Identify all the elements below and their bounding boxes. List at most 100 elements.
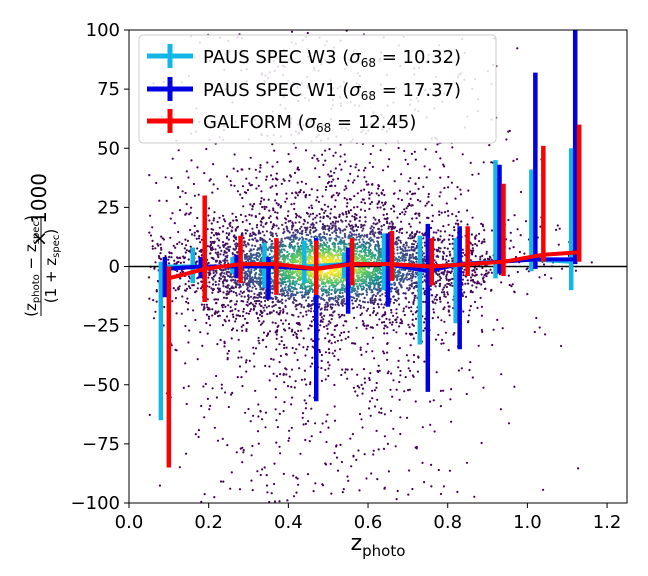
scatter-point: [237, 338, 240, 341]
scatter-point: [317, 159, 320, 162]
scatter-point: [375, 381, 378, 385]
scatter-point: [447, 259, 450, 263]
scatter-point: [384, 202, 387, 206]
scatter-point: [326, 308, 329, 311]
scatter-point: [362, 322, 365, 325]
scatter-point: [184, 191, 187, 195]
scatter-point: [197, 193, 200, 196]
scatter-point: [360, 226, 363, 229]
scatter-point: [293, 236, 296, 239]
scatter-point: [243, 278, 247, 282]
scatter-point: [349, 172, 352, 175]
scatter-point: [443, 320, 446, 323]
scatter-point: [340, 286, 343, 289]
scatter-point: [423, 279, 426, 282]
scatter-point: [244, 215, 247, 218]
scatter-point: [448, 234, 451, 237]
scatter-point: [311, 156, 314, 160]
scatter-point: [355, 163, 358, 166]
scatter-point: [374, 288, 378, 291]
scatter-point: [443, 295, 446, 298]
scatter-point: [195, 237, 198, 240]
scatter-point: [356, 373, 359, 376]
scatter-point: [398, 189, 401, 192]
scatter-point: [287, 297, 290, 300]
scatter-point: [359, 216, 362, 219]
scatter-point: [393, 180, 396, 183]
scatter-point: [186, 239, 189, 242]
scatter-point: [480, 305, 483, 308]
scatter-point: [359, 234, 362, 237]
scatter-point: [366, 301, 370, 304]
scatter-point: [407, 246, 410, 249]
scatter-point: [483, 238, 486, 241]
scatter-point: [467, 189, 470, 192]
scatter-point: [233, 153, 236, 156]
scatter-point: [355, 213, 358, 217]
scatter-point: [412, 257, 415, 260]
scatter-point: [298, 232, 302, 235]
scatter-point: [399, 318, 402, 321]
scatter-point: [512, 159, 515, 162]
scatter-point: [279, 281, 282, 284]
scatter-point: [373, 301, 376, 304]
scatter-point: [235, 294, 238, 297]
scatter-point: [205, 303, 208, 306]
scatter-point: [414, 182, 417, 186]
scatter-point: [294, 196, 297, 199]
scatter-point: [212, 271, 215, 274]
scatter-point: [151, 226, 154, 229]
scatter-point: [279, 273, 282, 276]
scatter-point: [451, 277, 454, 280]
scatter-point: [478, 282, 481, 285]
scatter-point: [298, 221, 301, 224]
scatter-point: [445, 202, 448, 205]
scatter-point: [330, 180, 333, 183]
scatter-point: [441, 288, 444, 291]
scatter-point: [365, 350, 368, 353]
scatter-point: [462, 271, 465, 274]
scatter-point: [272, 309, 275, 312]
scatter-point: [355, 458, 358, 461]
scatter-point: [365, 288, 368, 291]
scatter-point: [332, 178, 335, 181]
scatter-point: [170, 177, 173, 180]
scatter-point: [380, 303, 383, 306]
scatter-point: [371, 299, 374, 302]
scatter-point: [351, 228, 354, 231]
scatter-point: [330, 227, 333, 230]
scatter-point: [414, 271, 417, 274]
scatter-point: [295, 491, 298, 494]
scatter-point: [333, 383, 336, 387]
scatter-point: [306, 304, 309, 308]
scatter-point: [174, 246, 177, 249]
scatter-point: [286, 291, 289, 294]
scatter-point: [459, 188, 462, 191]
scatter-point: [299, 311, 302, 314]
scatter-point: [432, 399, 435, 402]
scatter-point: [386, 332, 389, 335]
scatter-point: [197, 435, 200, 439]
scatter-point: [281, 273, 284, 276]
scatter-point: [262, 225, 265, 228]
scatter-point: [280, 319, 283, 322]
scatter-point: [389, 409, 393, 412]
scatter-point: [343, 197, 346, 200]
scatter-point: [429, 400, 432, 403]
scatter-point: [398, 231, 401, 234]
scatter-point: [259, 309, 262, 312]
scatter-point: [461, 153, 464, 156]
scatter-point: [259, 238, 262, 241]
scatter-point: [302, 222, 305, 226]
scatter-point: [402, 268, 405, 271]
scatter-point: [308, 289, 311, 292]
scatter-point: [366, 235, 369, 239]
scatter-point: [304, 422, 307, 425]
scatter-point: [456, 219, 459, 222]
scatter-point: [480, 283, 483, 286]
scatter-point: [234, 285, 237, 288]
scatter-point: [381, 315, 384, 318]
scatter-point: [476, 306, 479, 309]
scatter-point: [451, 257, 454, 260]
scatter-point: [277, 204, 280, 207]
